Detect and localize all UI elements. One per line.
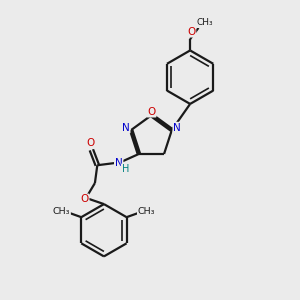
Text: CH₃: CH₃ (197, 18, 213, 27)
Text: H: H (122, 164, 129, 174)
Text: N: N (115, 158, 123, 168)
Text: O: O (147, 107, 156, 117)
Text: O: O (86, 138, 94, 148)
Text: N: N (173, 123, 181, 133)
Text: O: O (187, 27, 195, 37)
Text: CH₃: CH₃ (52, 207, 70, 216)
Text: O: O (80, 194, 88, 204)
Text: CH₃: CH₃ (138, 207, 155, 216)
Text: N: N (122, 123, 130, 133)
